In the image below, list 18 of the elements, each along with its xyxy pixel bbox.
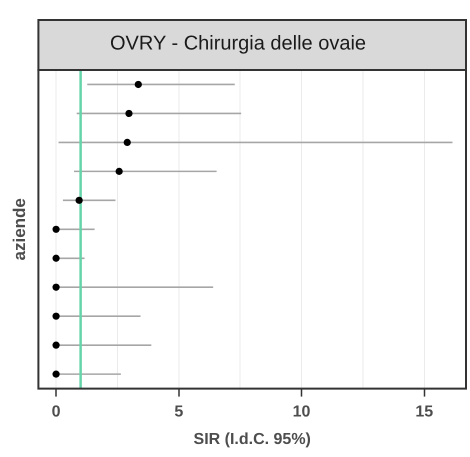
point — [52, 370, 60, 378]
point — [76, 196, 83, 204]
x-tick-label: 10 — [292, 404, 311, 421]
point — [116, 168, 123, 175]
point — [124, 138, 131, 146]
x-axis-title: SIR (I.d.C. 95%) — [194, 430, 311, 448]
point — [52, 254, 60, 262]
x-tick-label: 15 — [415, 404, 434, 421]
y-axis-title: aziende — [10, 198, 29, 260]
point — [52, 312, 60, 320]
x-tick-label: 0 — [52, 404, 61, 421]
point — [52, 284, 60, 291]
x-tick-label: 5 — [174, 404, 184, 421]
point — [125, 110, 133, 118]
point — [52, 342, 60, 349]
point — [52, 226, 60, 233]
point — [134, 80, 142, 88]
chart-title: OVRY - Chirurgia delle ovaie — [110, 32, 366, 55]
